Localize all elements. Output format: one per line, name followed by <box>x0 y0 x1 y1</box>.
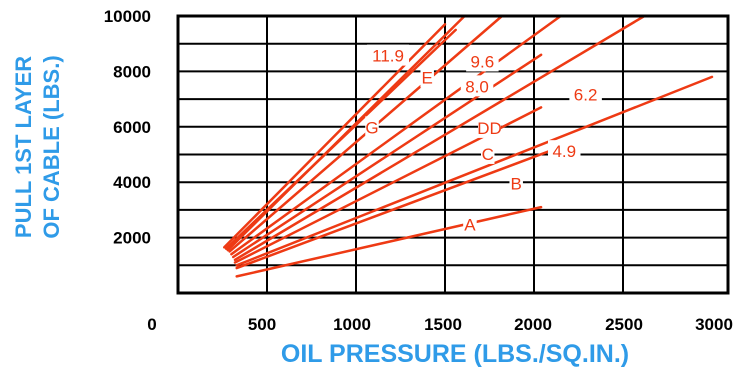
series-label-bg-E <box>420 66 434 88</box>
x-tick-label-1500: 1500 <box>424 315 462 334</box>
series-line-DD <box>231 53 543 259</box>
x-tick-label-1000: 1000 <box>333 315 371 334</box>
series-line-11-9 <box>223 23 447 249</box>
series-label-bg-11-9 <box>367 44 410 66</box>
series-label-bg-8-0 <box>460 75 494 97</box>
x-tick-label-3000: 3000 <box>695 315 733 334</box>
series-label-9-6: 9.6 <box>471 52 495 71</box>
chart-series-labels: 11.9 9.6 E 8.0 6.2 G DD C 4.9 B A <box>365 44 602 235</box>
y-tick-label-2000: 2000 <box>113 229 151 248</box>
series-label-G: G <box>365 118 378 137</box>
series-label-C: C <box>482 145 494 164</box>
series-label-11-9: 11.9 <box>372 47 404 66</box>
series-label-4-9: 4.9 <box>552 142 576 161</box>
series-line-8-0 <box>230 14 562 256</box>
x-tick-label-500: 500 <box>248 315 276 334</box>
series-label-6-2: 6.2 <box>574 86 598 105</box>
series-label-bg-C <box>480 142 495 164</box>
series-label-bg-B <box>509 172 523 194</box>
series-label-DD: DD <box>477 119 502 138</box>
series-label-bg-6-2 <box>569 83 602 105</box>
series-line-A <box>235 205 543 278</box>
chart-grid <box>178 16 728 293</box>
series-label-8-0: 8.0 <box>465 77 489 96</box>
y-tick-label-6000: 6000 <box>113 118 151 137</box>
y-axis-title-line1: PULL 1ST LAYER <box>11 56 36 238</box>
series-label-A: A <box>464 216 476 235</box>
x-tick-label-0: 0 <box>147 315 156 334</box>
series-label-bg-A <box>463 213 477 235</box>
series-line-B <box>235 146 561 270</box>
plot-frame <box>176 14 730 295</box>
y-tick-label-4000: 4000 <box>113 173 151 192</box>
series-label-E: E <box>422 68 433 87</box>
y-axis-title-line2: OF CABLE (LBS.) <box>39 55 64 238</box>
series-label-bg-DD <box>478 116 501 138</box>
series-label-bg-4-9 <box>548 140 581 162</box>
series-label-bg-G <box>365 116 379 138</box>
series-label-B: B <box>511 175 522 194</box>
series-line-G <box>224 28 457 250</box>
y-tick-label-8000: 8000 <box>113 62 151 81</box>
chart-tick-labels: 0 500 1000 1500 2000 2500 3000 2000 4000 6000 8000… <box>104 7 733 334</box>
series-label-bg-9-6 <box>466 50 499 72</box>
series-line-4-9 <box>235 75 714 267</box>
x-axis-title: OIL PRESSURE (LBS./SQ.IN.) <box>281 340 629 368</box>
x-tick-label-2000: 2000 <box>514 315 552 334</box>
x-tick-label-2500: 2500 <box>605 315 643 334</box>
y-tick-label-10000: 10000 <box>104 7 151 26</box>
series-line-6-2 <box>233 14 646 262</box>
